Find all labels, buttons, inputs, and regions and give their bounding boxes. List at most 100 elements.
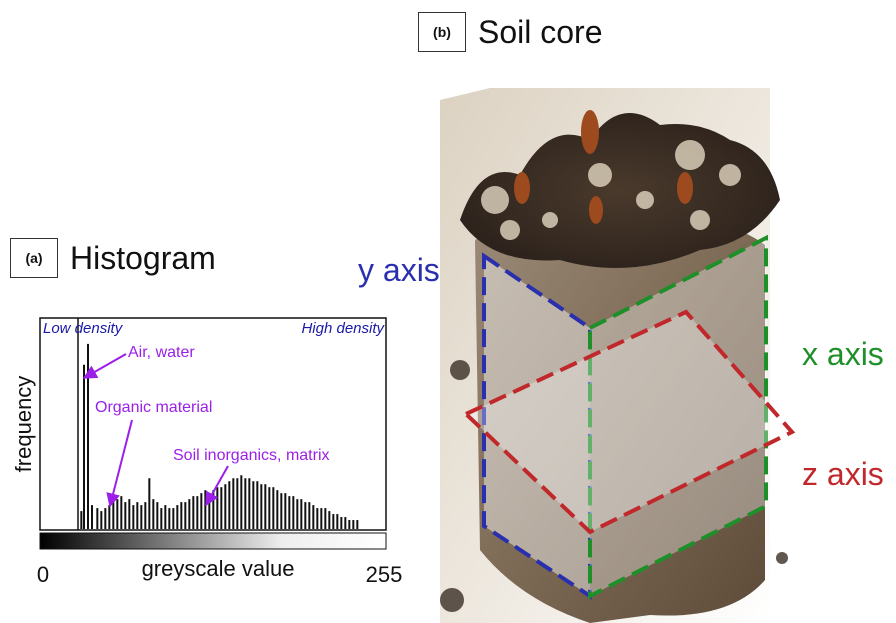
panel-b-title: Soil core bbox=[478, 13, 603, 50]
moss-tips bbox=[514, 110, 693, 224]
histogram-bar bbox=[248, 478, 251, 529]
histogram-bar bbox=[164, 505, 167, 529]
panel-a-header: (a) Histogram bbox=[10, 238, 216, 278]
arrow-organic bbox=[106, 419, 133, 508]
panel-b-header: (b) Soil core bbox=[418, 12, 603, 52]
histogram-bar bbox=[180, 502, 183, 529]
histogram-bar bbox=[252, 481, 255, 529]
histogram-bar bbox=[136, 502, 139, 529]
histogram-bar bbox=[348, 520, 351, 529]
histogram-bar bbox=[120, 496, 123, 529]
histogram-bar bbox=[188, 499, 191, 529]
histogram-bar bbox=[264, 484, 267, 529]
histogram-bar bbox=[244, 478, 247, 529]
histogram-bar bbox=[212, 490, 215, 529]
histogram-bar bbox=[220, 487, 223, 529]
y-axis-label: y axis bbox=[358, 252, 440, 288]
x-axis-label: greyscale value bbox=[142, 556, 295, 581]
histogram-bar bbox=[96, 508, 99, 529]
histogram-bar bbox=[272, 487, 275, 529]
histogram-bar bbox=[104, 508, 107, 529]
histogram-bar bbox=[204, 490, 207, 529]
histogram-bar bbox=[308, 502, 311, 529]
histogram-bar bbox=[172, 508, 175, 529]
histogram-bar bbox=[216, 487, 219, 529]
histogram-bar bbox=[196, 496, 199, 529]
histogram-bar bbox=[100, 511, 103, 529]
histogram-bar bbox=[91, 505, 93, 529]
histogram-bar bbox=[148, 478, 151, 529]
histogram-bar bbox=[192, 496, 195, 529]
histogram-bar bbox=[288, 496, 291, 529]
histogram-bar bbox=[116, 499, 119, 529]
histogram-bars bbox=[80, 343, 359, 529]
histogram-bar bbox=[140, 505, 143, 529]
histogram-bar bbox=[124, 502, 127, 529]
histogram-bar bbox=[256, 481, 259, 529]
histogram-bar bbox=[292, 496, 295, 529]
histogram-bar bbox=[80, 511, 83, 529]
low-density-label: Low density bbox=[43, 320, 124, 337]
annotation-organic: Organic material bbox=[95, 399, 212, 416]
histogram-bar bbox=[296, 499, 299, 529]
histogram-bar bbox=[240, 475, 243, 529]
histogram-bar bbox=[260, 484, 263, 529]
panel-a-badge: (a) bbox=[10, 238, 58, 278]
histogram-bar bbox=[112, 502, 115, 529]
histogram-bar bbox=[224, 484, 227, 529]
histogram-bar bbox=[176, 505, 179, 529]
greyscale-bar bbox=[39, 532, 387, 550]
histogram-bar bbox=[156, 502, 159, 529]
histogram-bar bbox=[320, 508, 323, 529]
histogram-bar bbox=[304, 502, 307, 529]
histogram-chart: Low density High density Air, water Orga… bbox=[11, 317, 403, 587]
histogram-bar bbox=[356, 520, 359, 529]
histogram-bar bbox=[200, 493, 203, 529]
histogram-bar bbox=[324, 508, 327, 529]
histogram-bar bbox=[208, 493, 211, 529]
histogram-bar bbox=[268, 487, 271, 529]
histogram-bar bbox=[276, 490, 279, 529]
histogram-bar bbox=[336, 514, 339, 529]
histogram-bar bbox=[236, 478, 239, 529]
y-axis-label: frequency bbox=[11, 376, 36, 473]
histogram-bar bbox=[340, 517, 343, 529]
x-axis-label: x axis bbox=[802, 336, 884, 372]
histogram-bar bbox=[128, 499, 131, 529]
panel-b-badge: (b) bbox=[418, 12, 466, 52]
histogram-bar bbox=[87, 343, 89, 529]
panel-a-title: Histogram bbox=[70, 239, 216, 276]
histogram-bar bbox=[300, 499, 303, 529]
histogram-bar bbox=[83, 364, 85, 529]
z-plane bbox=[462, 309, 796, 535]
moss-texture bbox=[481, 140, 741, 240]
histogram-bar bbox=[108, 505, 111, 529]
histogram-bar bbox=[280, 493, 283, 529]
histogram-bar bbox=[228, 481, 231, 529]
annotation-air-water: Air, water bbox=[128, 344, 195, 361]
histogram-bar bbox=[144, 502, 147, 529]
histogram-bar bbox=[152, 499, 155, 529]
high-density-label: High density bbox=[301, 320, 385, 337]
annotation-inorganic: Soil inorganics, matrix bbox=[173, 447, 330, 464]
histogram-bar bbox=[344, 517, 347, 529]
histogram-bar bbox=[316, 508, 319, 529]
x-max-label: 255 bbox=[366, 562, 403, 587]
soil-core-illustration bbox=[440, 88, 796, 623]
arrow-air-water bbox=[82, 353, 127, 379]
histogram-bar bbox=[132, 505, 135, 529]
histogram-bar bbox=[184, 502, 187, 529]
debris bbox=[440, 360, 788, 612]
z-axis-label: z axis bbox=[802, 456, 884, 492]
histogram-bar bbox=[312, 505, 315, 529]
histogram-bar bbox=[328, 511, 331, 529]
arrow-inorganic bbox=[205, 465, 229, 507]
histogram-bar bbox=[284, 493, 287, 529]
histogram-bar bbox=[332, 514, 335, 529]
histogram-bar bbox=[160, 508, 163, 529]
histogram-bar bbox=[352, 520, 355, 529]
histogram-bar bbox=[168, 508, 171, 529]
x-plane bbox=[588, 234, 768, 600]
histogram-bar bbox=[232, 478, 235, 529]
x-min-label: 0 bbox=[37, 562, 49, 587]
